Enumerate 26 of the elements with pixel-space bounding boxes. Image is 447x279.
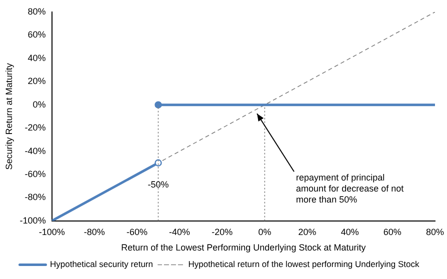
legend-label: Hypothetical return of the lowest performing Underlying Stock: [188, 259, 420, 270]
y-tick-label: -20%: [24, 122, 46, 133]
y-tick-label: -100%: [20, 215, 46, 226]
y-tick-label: 60%: [28, 30, 46, 40]
x-axis-title: Return of the Lowest Performing Underlying Stock at Maturity: [121, 242, 366, 253]
x-tick-label: -80%: [84, 226, 105, 237]
y-axis-title: Security Return at Maturity: [4, 62, 14, 170]
y-tick-label: -60%: [24, 168, 46, 179]
x-tick-label: -40%: [169, 226, 190, 237]
x-tick-label: 60%: [383, 226, 402, 237]
x-tick-label: -60%: [126, 226, 148, 237]
x-tick-label: 40%: [340, 226, 359, 237]
annotation: repayment of principal amount for decrease of not more than 50%: [296, 172, 404, 205]
y-tick-label: 20%: [28, 76, 46, 86]
x-tick-label: 80%: [426, 226, 444, 237]
y-tick-label: 0%: [32, 99, 46, 110]
x-tick-label: 0%: [258, 226, 272, 237]
y-tick-label: 40%: [28, 52, 46, 63]
y-tick-label: 80%: [28, 6, 46, 16]
annotation: -50%: [148, 179, 169, 190]
legend-label: Hypothetical security return: [50, 259, 154, 270]
y-tick-label: -80%: [24, 192, 46, 202]
y-tick-label: -40%: [24, 146, 46, 156]
x-tick-label: -100%: [38, 226, 65, 237]
x-tick-label: -20%: [212, 226, 233, 237]
x-tick-label: 20%: [298, 226, 316, 237]
